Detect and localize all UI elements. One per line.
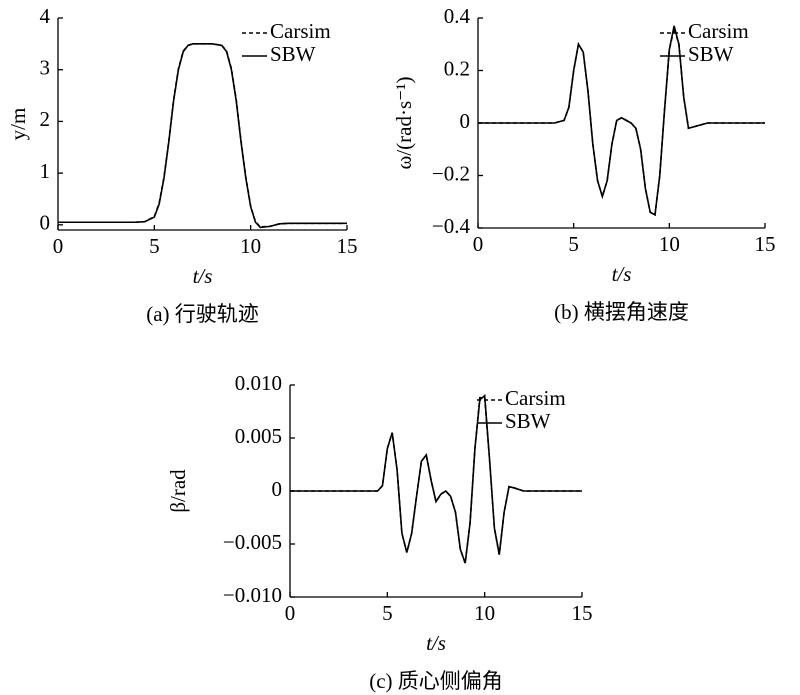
y-axis-label: ω/(rad·s⁻¹): [392, 76, 416, 169]
y-tick-label: 4: [40, 4, 51, 28]
y-tick-label: 1: [40, 159, 51, 183]
y-tick-label: 0.4: [444, 4, 471, 28]
x-tick-label: 0: [53, 234, 64, 258]
x-tick-label: 15: [755, 232, 776, 256]
series-line: [58, 43, 347, 229]
legend-label: Carsim: [505, 386, 566, 410]
y-tick-label: −0.2: [432, 161, 470, 185]
caption: (c) 质心侧偏角: [369, 669, 503, 693]
caption: (b) 横摆角速度: [554, 300, 689, 324]
legend-label: SBW: [688, 42, 734, 66]
x-tick-label: 10: [240, 234, 261, 258]
y-axis-label: y/m: [6, 108, 30, 141]
y-tick-label: 0.2: [444, 56, 470, 80]
y-tick-label: −0.010: [223, 583, 282, 607]
y-tick-label: 0: [460, 109, 471, 133]
caption: (a) 行驶轨迹: [146, 302, 259, 326]
y-tick-label: 3: [40, 56, 51, 80]
series-line: [58, 43, 347, 228]
legend-label: Carsim: [270, 19, 331, 43]
legend-label: SBW: [505, 409, 551, 433]
series-line: [478, 25, 765, 217]
y-tick-label: 0: [272, 477, 283, 501]
x-tick-label: 15: [337, 234, 358, 258]
y-tick-label: 0: [40, 211, 51, 235]
y-tick-label: 0.005: [235, 424, 282, 448]
y-axis-label: β/rad: [166, 469, 190, 513]
x-tick-label: 5: [149, 234, 160, 258]
x-tick-label: 0: [285, 601, 296, 625]
y-tick-label: 0.010: [235, 371, 282, 395]
x-tick-label: 5: [382, 601, 393, 625]
y-tick-label: 2: [40, 107, 51, 131]
legend-label: SBW: [270, 42, 316, 66]
x-tick-label: 10: [659, 232, 680, 256]
y-tick-label: −0.4: [432, 214, 471, 238]
x-tick-label: 10: [474, 601, 495, 625]
series-line: [290, 393, 582, 564]
x-tick-label: 5: [568, 232, 579, 256]
x-axis-label: t/s: [426, 631, 446, 655]
x-axis-label: t/s: [612, 262, 632, 286]
x-axis-label: t/s: [193, 264, 213, 288]
x-tick-label: 15: [572, 601, 593, 625]
x-tick-label: 0: [473, 232, 484, 256]
y-tick-label: −0.005: [223, 530, 282, 554]
legend-label: Carsim: [688, 19, 749, 43]
